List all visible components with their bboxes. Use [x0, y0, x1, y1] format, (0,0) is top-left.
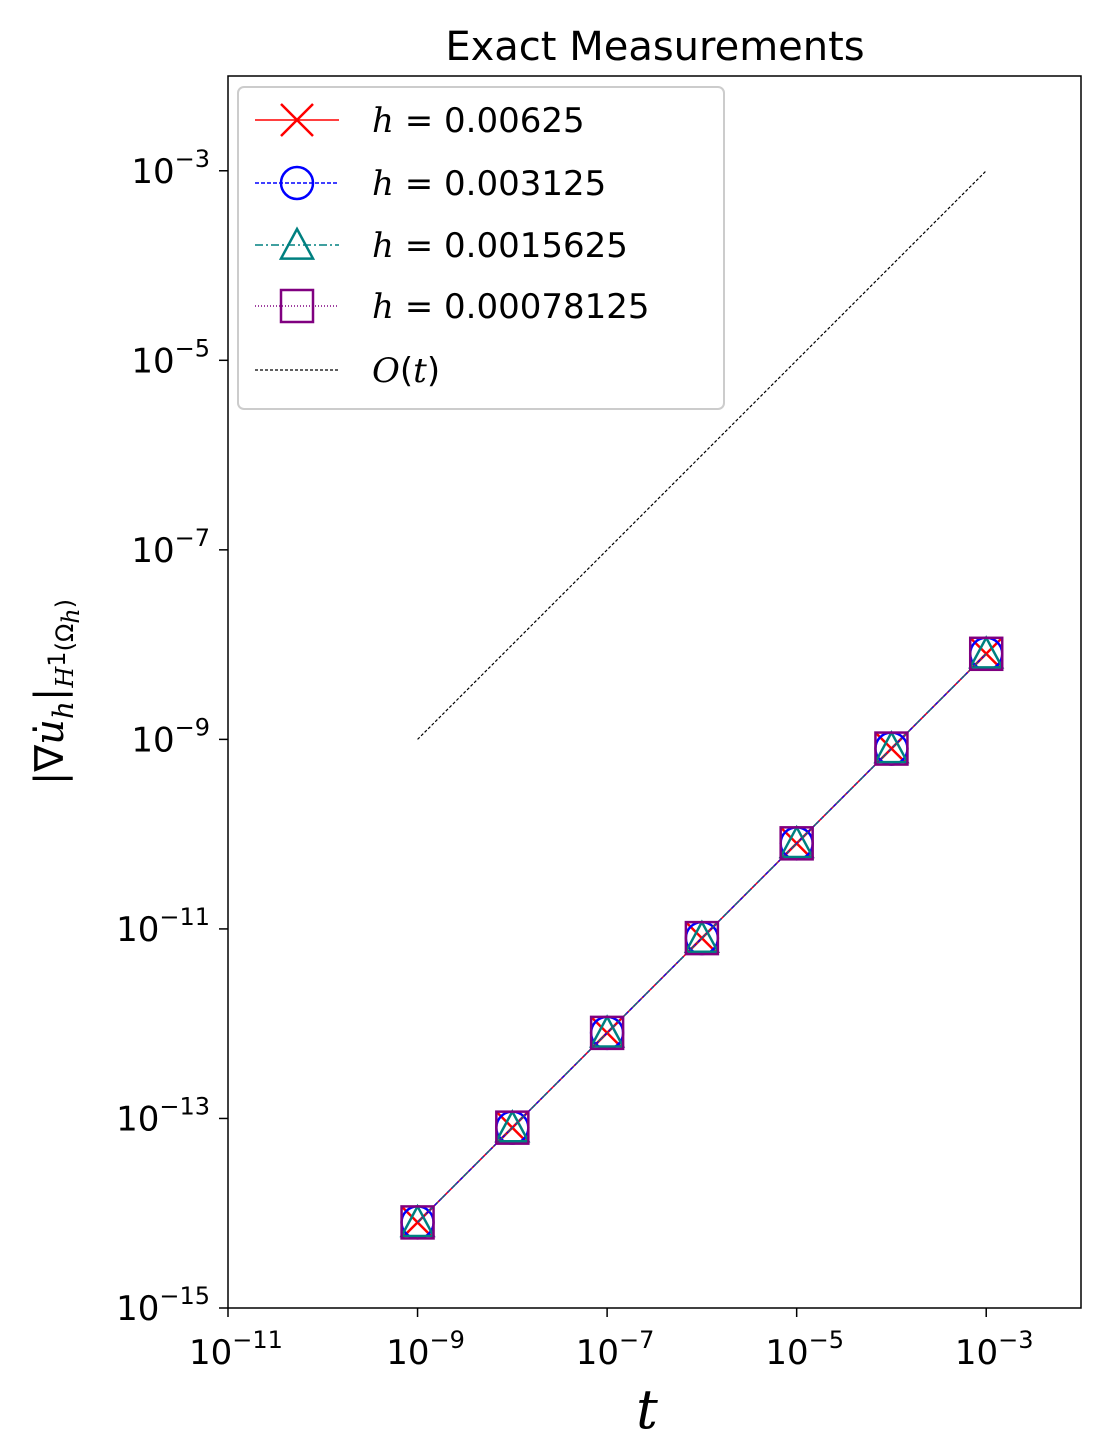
x-tick-label: 10−7	[576, 1326, 655, 1373]
y-tick-label: 10−9	[131, 713, 210, 760]
series-layer	[399, 170, 1005, 1240]
y-tick-label: 10−15	[116, 1282, 210, 1329]
data-point	[589, 1014, 626, 1048]
series-4	[400, 636, 1004, 1240]
x-tick-label: 10−3	[955, 1326, 1034, 1373]
x-axis-label: t	[636, 1378, 658, 1441]
legend-label: h = 0.00078125	[372, 287, 650, 327]
y-axis-label-text: |∇u̇h|H1(Ωh)	[27, 599, 85, 785]
chart-title: Exact Measurements	[445, 24, 864, 70]
y-axis-label: |∇u̇h|H1(Ωh)	[27, 599, 85, 785]
data-point	[683, 919, 720, 953]
legend-marker	[279, 288, 315, 324]
data-point	[778, 824, 815, 859]
data-point	[779, 826, 814, 861]
legend-label: h = 0.00625	[372, 101, 585, 141]
reference-line	[417, 170, 987, 740]
series-line	[417, 653, 987, 1223]
data-point	[968, 635, 1005, 669]
plot-frame	[227, 75, 1082, 1309]
y-axis: 10−15 10−13 10−11 10−9 10−7 10−5 10−3	[116, 145, 228, 1329]
data-point	[873, 729, 910, 764]
x-tick-label: 10−11	[189, 1326, 283, 1373]
legend-marker	[279, 165, 315, 201]
y-tick-label: 10−5	[131, 334, 210, 381]
data-point	[874, 731, 909, 766]
x-axis: 10−11 10−9 10−7 10−5 10−3	[189, 1308, 1034, 1373]
legend-marker	[280, 103, 314, 137]
y-tick-label: 10−11	[116, 903, 210, 950]
data-point	[495, 1110, 530, 1145]
data-point	[494, 1109, 531, 1143]
data-point	[684, 920, 720, 956]
y-tick-label: 10−7	[131, 524, 210, 571]
y-tick-label: 10−3	[131, 145, 210, 192]
y-tick-label: 10−13	[116, 1092, 210, 1139]
legend-box	[237, 86, 725, 410]
data-point	[400, 1205, 435, 1240]
data-point	[968, 636, 1004, 672]
data-point	[589, 1015, 625, 1051]
legend: h = 0.00625 h = 0.003125 h = 0.0015625 h = …	[237, 86, 725, 410]
legend-marker	[278, 226, 316, 260]
legend-label: h = 0.003125	[372, 164, 606, 204]
legend-label: O(t)	[372, 351, 440, 391]
x-tick-label: 10−5	[765, 1326, 844, 1373]
x-tick-label: 10−9	[386, 1326, 465, 1373]
data-point	[399, 1203, 436, 1238]
legend-label: h = 0.0015625	[372, 226, 628, 266]
